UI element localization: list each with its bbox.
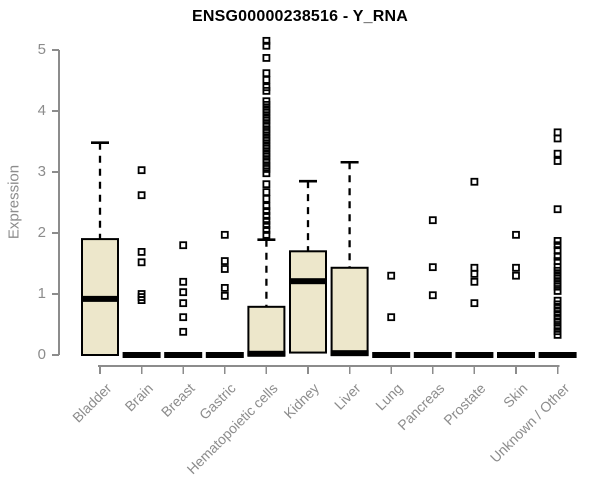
median-line xyxy=(330,350,369,357)
outlier-point xyxy=(262,144,271,153)
outlier-point xyxy=(262,41,271,50)
median-line xyxy=(122,352,161,358)
outlier-point xyxy=(553,318,562,327)
outlier-point xyxy=(137,248,146,256)
outlier-point xyxy=(553,274,562,283)
outlier-point xyxy=(553,252,562,261)
outlier-point xyxy=(553,330,562,339)
outlier-point xyxy=(262,116,271,125)
median-line xyxy=(289,278,327,285)
outlier-point xyxy=(262,188,271,197)
outlier-point xyxy=(470,277,479,286)
outlier-point xyxy=(262,121,271,129)
outlier-point xyxy=(428,263,437,272)
outlier-point xyxy=(137,296,146,305)
outlier-point xyxy=(470,263,479,272)
median-line xyxy=(372,352,411,358)
median-line xyxy=(413,352,452,358)
outlier-point xyxy=(262,180,271,189)
outlier-point xyxy=(179,241,188,250)
outlier-point xyxy=(220,265,229,273)
outlier-point xyxy=(262,212,271,220)
outlier-point xyxy=(470,299,479,308)
outlier-point xyxy=(262,165,271,173)
outlier-point xyxy=(553,157,562,165)
y-tick-label: 1 xyxy=(37,285,46,302)
outlier-point xyxy=(262,207,271,215)
outlier-point xyxy=(179,288,188,297)
outlier-point xyxy=(428,216,437,225)
outlier-point xyxy=(553,134,562,143)
outlier-point xyxy=(179,313,188,322)
median-line xyxy=(538,352,577,358)
median-line xyxy=(81,295,119,302)
outlier-point xyxy=(262,86,271,95)
outlier-point xyxy=(137,191,146,200)
outlier-point xyxy=(553,266,562,275)
outlier-point xyxy=(262,101,271,109)
outlier-point xyxy=(553,257,562,265)
outlier-point xyxy=(262,69,271,78)
outlier-point xyxy=(220,257,229,265)
outlier-point xyxy=(553,241,562,250)
box xyxy=(247,305,286,356)
outlier-point xyxy=(262,221,271,229)
outlier-point xyxy=(387,271,396,280)
y-tick-label: 3 xyxy=(37,163,46,180)
median-line xyxy=(164,352,203,358)
outlier-point xyxy=(512,271,520,280)
median-line xyxy=(247,350,286,357)
median-line xyxy=(455,352,494,358)
outlier-point xyxy=(387,313,396,322)
outlier-point xyxy=(512,230,520,239)
outlier-point xyxy=(428,291,437,300)
outlier-point xyxy=(553,149,562,158)
median-line xyxy=(497,352,535,358)
y-tick-label: 4 xyxy=(37,102,46,119)
outlier-point xyxy=(512,263,520,272)
outlier-point xyxy=(262,226,271,234)
outlier-point xyxy=(262,75,271,84)
outlier-point xyxy=(553,323,562,331)
outlier-point xyxy=(137,258,146,267)
outlier-point xyxy=(470,177,479,186)
outlier-point xyxy=(220,291,229,300)
outlier-point xyxy=(262,129,271,137)
median-line xyxy=(205,352,244,358)
outlier-point xyxy=(553,246,562,254)
outlier-point xyxy=(553,282,562,291)
chart-title: ENSG00000238516 - Y_RNA xyxy=(192,8,408,25)
outlier-point xyxy=(262,108,271,117)
y-tick-label: 5 xyxy=(37,41,46,58)
outlier-point xyxy=(262,194,271,203)
outlier-point xyxy=(553,287,562,295)
outlier-point xyxy=(262,157,271,165)
outlier-point xyxy=(553,237,562,245)
outlier-point xyxy=(262,54,271,62)
outlier-point xyxy=(262,152,271,161)
outlier-point xyxy=(262,202,271,211)
outlier-point xyxy=(220,283,229,292)
box xyxy=(289,250,327,354)
outlier-point xyxy=(470,269,479,278)
outlier-point xyxy=(553,128,562,137)
outlier-point xyxy=(262,169,271,178)
y-tick-label: 2 xyxy=(37,224,46,241)
outlier-point xyxy=(262,216,271,225)
outlier-point xyxy=(262,36,271,45)
outlier-point xyxy=(179,299,188,308)
outlier-point xyxy=(179,327,188,336)
box xyxy=(330,266,369,356)
outlier-point xyxy=(137,166,146,175)
outlier-point xyxy=(262,136,271,145)
outlier-point xyxy=(553,205,562,214)
outlier-point xyxy=(262,230,271,239)
y-tick-label: 0 xyxy=(37,346,46,363)
outlier-point xyxy=(220,230,229,239)
outlier-point xyxy=(179,277,188,286)
